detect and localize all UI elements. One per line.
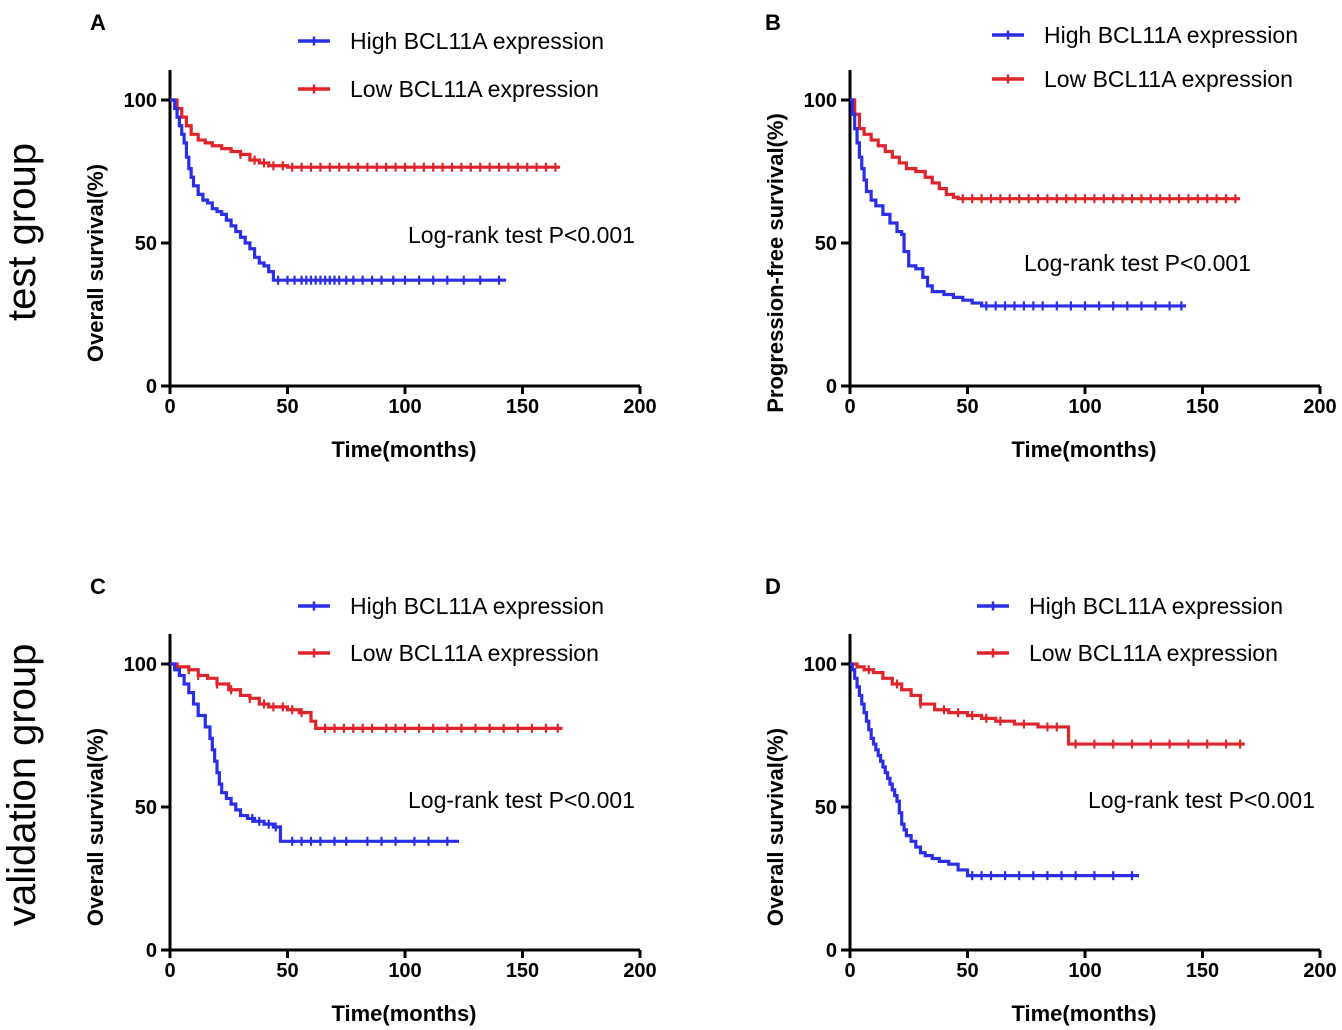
x-tick-label: 0 <box>844 960 855 982</box>
y-tick-label: 0 <box>826 940 837 962</box>
y-tick-label: 100 <box>124 654 157 676</box>
panel-letter: A <box>90 10 106 35</box>
y-tick-label: 100 <box>124 90 157 112</box>
x-axis-title: Time(months) <box>1011 437 1156 462</box>
series-low <box>850 98 1241 204</box>
y-axis-title: Progression-free survival(%) <box>763 113 788 413</box>
series-low <box>170 662 563 733</box>
legend-item-high: High BCL11A expression <box>298 593 604 619</box>
x-tick-label: 200 <box>623 960 656 982</box>
series-low <box>850 662 1245 749</box>
y-axis-title: Overall survival(%) <box>83 728 108 926</box>
legend-label: High BCL11A expression <box>350 593 604 619</box>
survival-curve <box>170 662 460 843</box>
log-rank-annotation: Log-rank test P<0.001 <box>1088 787 1315 813</box>
series-high <box>170 662 460 846</box>
log-rank-annotation: Log-rank test P<0.001 <box>408 222 635 248</box>
x-tick-label: 200 <box>1303 396 1336 418</box>
legend-item-high: High BCL11A expression <box>992 22 1298 48</box>
x-axis-title: Time(months) <box>331 437 476 462</box>
y-tick-label: 50 <box>815 797 837 819</box>
x-tick-label: 100 <box>388 960 421 982</box>
survival-curve <box>850 662 1245 746</box>
legend-item-low: Low BCL11A expression <box>992 66 1293 92</box>
legend-item-low: Low BCL11A expression <box>977 640 1278 666</box>
y-tick-label: 100 <box>804 90 837 112</box>
x-tick-label: 50 <box>956 960 978 982</box>
y-tick-label: 0 <box>826 376 837 398</box>
panel-letter: B <box>765 10 781 35</box>
legend-label: Low BCL11A expression <box>1029 640 1278 666</box>
log-rank-annotation: Log-rank test P<0.001 <box>408 787 635 813</box>
legend-label: High BCL11A expression <box>1044 22 1298 48</box>
x-tick-label: 50 <box>276 396 298 418</box>
panel-letter: D <box>765 574 781 599</box>
x-tick-label: 0 <box>844 396 855 418</box>
y-tick-label: 0 <box>146 940 157 962</box>
survival-curve <box>850 98 1241 201</box>
x-tick-label: 50 <box>276 960 298 982</box>
x-tick-label: 200 <box>1303 960 1336 982</box>
legend-item-low: Low BCL11A expression <box>298 76 599 102</box>
survival-curve <box>170 662 563 730</box>
series-high <box>850 662 1140 881</box>
survival-curve <box>850 98 1187 308</box>
panel-letter: C <box>90 574 106 599</box>
legend-item-high: High BCL11A expression <box>298 28 604 54</box>
y-axis-title: Overall survival(%) <box>83 164 108 362</box>
series-low <box>170 98 561 172</box>
x-axis-title: Time(months) <box>331 1001 476 1026</box>
legend-label: Low BCL11A expression <box>1044 66 1293 92</box>
x-tick-label: 100 <box>1068 396 1101 418</box>
survival-curve <box>170 98 561 169</box>
y-tick-label: 50 <box>135 233 157 255</box>
x-tick-label: 150 <box>1186 960 1219 982</box>
x-tick-label: 100 <box>388 396 421 418</box>
panel-b: B 0 50 100 150 200 0 50 100 Time(months) Progressi… <box>763 10 1337 462</box>
y-tick-label: 0 <box>146 376 157 398</box>
log-rank-annotation: Log-rank test P<0.001 <box>1024 250 1251 276</box>
y-tick-label: 50 <box>135 797 157 819</box>
x-tick-label: 50 <box>956 396 978 418</box>
x-tick-label: 100 <box>1068 960 1101 982</box>
survival-curve <box>850 662 1140 878</box>
legend-label: Low BCL11A expression <box>350 76 599 102</box>
x-tick-label: 150 <box>506 396 539 418</box>
y-axis-title: Overall survival(%) <box>763 728 788 926</box>
panel-c: C 0 50 100 150 200 0 50 100 Time(months) Overall s… <box>83 574 657 1026</box>
x-tick-label: 150 <box>1186 396 1219 418</box>
legend-item-high: High BCL11A expression <box>977 593 1283 619</box>
x-tick-label: 0 <box>164 960 175 982</box>
legend-label: High BCL11A expression <box>1029 593 1283 619</box>
panel-a: A 0 50 100 150 200 0 50 100 Time(months) Overall s… <box>83 10 657 462</box>
y-tick-label: 100 <box>804 654 837 676</box>
series-high <box>850 98 1187 311</box>
x-axis-title: Time(months) <box>1011 1001 1156 1026</box>
legend-item-low: Low BCL11A expression <box>298 640 599 666</box>
y-tick-label: 50 <box>815 233 837 255</box>
x-tick-label: 150 <box>506 960 539 982</box>
survival-curve <box>170 98 507 282</box>
x-tick-label: 0 <box>164 396 175 418</box>
series-high <box>170 98 507 285</box>
legend-label: Low BCL11A expression <box>350 640 599 666</box>
x-tick-label: 200 <box>623 396 656 418</box>
legend-label: High BCL11A expression <box>350 28 604 54</box>
panel-d: D 0 50 100 150 200 0 50 100 Time(months) Overall s… <box>763 574 1337 1026</box>
